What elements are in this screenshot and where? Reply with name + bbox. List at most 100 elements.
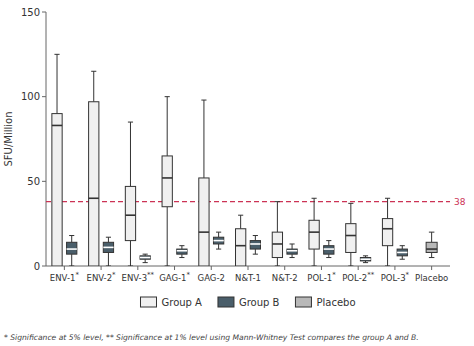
x-tick (101, 266, 102, 270)
upper-cap (385, 198, 390, 199)
median-line (125, 214, 135, 216)
upper-cap (69, 235, 74, 236)
lower-cap (363, 262, 368, 263)
box (177, 249, 187, 254)
median-line (213, 240, 223, 242)
reference-label: 38 (454, 197, 466, 207)
significance-mark: * (406, 271, 410, 279)
y-axis-label: SFU/Million (3, 112, 14, 167)
lower-whisker (108, 252, 109, 266)
upper-cap (54, 54, 59, 55)
significance-mark: ** (147, 271, 155, 279)
legend-label: Placebo (316, 297, 355, 308)
box (52, 114, 62, 266)
box (346, 224, 356, 253)
median-line (272, 243, 282, 245)
upper-cap (128, 122, 133, 123)
legend: Group A Group B Placebo (140, 297, 355, 308)
x-tick-label: POL-2** (342, 271, 374, 283)
upper-whisker (277, 202, 278, 232)
y-axis-line (46, 12, 47, 266)
box (89, 102, 99, 266)
upper-cap (326, 240, 331, 241)
x-tick-label: GAG-2 (198, 273, 225, 283)
upper-whisker (93, 71, 94, 101)
box (272, 232, 282, 257)
legend-swatch (140, 297, 156, 307)
lower-whisker (431, 252, 432, 257)
x-tick (174, 266, 175, 270)
y-tick (42, 181, 46, 182)
y-tick-label: 100 (21, 91, 40, 102)
upper-whisker (57, 54, 58, 113)
legend-swatch (295, 297, 311, 307)
x-tick-label: ENV-1* (50, 271, 80, 283)
lower-cap (385, 266, 390, 267)
upper-whisker (218, 232, 219, 237)
median-line (309, 231, 319, 233)
legend-item: Group A (140, 297, 202, 308)
box (199, 178, 209, 266)
x-tick (321, 266, 322, 270)
median-line (162, 177, 172, 179)
lower-cap (128, 266, 133, 267)
lower-whisker (167, 207, 168, 266)
median-line (103, 247, 113, 249)
category-text: ENV-2 (87, 273, 113, 283)
x-tick (394, 266, 395, 270)
box (213, 237, 223, 244)
median-line (382, 228, 392, 230)
box (140, 256, 150, 259)
lower-whisker (255, 249, 256, 254)
x-tick-label: N&T-2 (272, 273, 298, 283)
lower-cap (106, 266, 111, 267)
upper-cap (165, 96, 170, 97)
lower-cap (400, 259, 405, 260)
upper-cap (91, 71, 96, 72)
lower-whisker (130, 241, 131, 266)
upper-whisker (292, 244, 293, 249)
upper-whisker (431, 232, 432, 242)
significance-mark: * (75, 271, 79, 279)
upper-cap (216, 232, 221, 233)
median-line (250, 243, 260, 245)
lower-whisker (277, 258, 278, 266)
upper-cap (348, 203, 353, 204)
category-text: GAG-2 (198, 273, 225, 283)
lower-cap (275, 266, 280, 267)
lower-whisker (328, 254, 329, 257)
upper-cap (312, 198, 317, 199)
significance-mark: ** (367, 271, 375, 279)
median-line (324, 248, 334, 250)
median-line (346, 235, 356, 237)
category-text: POL-1 (307, 273, 332, 283)
upper-whisker (328, 241, 329, 246)
box (250, 241, 260, 249)
upper-cap (275, 201, 280, 202)
upper-cap (238, 215, 243, 216)
upper-cap (143, 254, 148, 255)
box (382, 219, 392, 246)
upper-whisker (167, 97, 168, 156)
x-tick (284, 266, 285, 270)
median-line (177, 250, 187, 252)
median-line (426, 248, 437, 250)
lower-whisker (387, 246, 388, 266)
plot-marks (46, 54, 450, 266)
x-tick (431, 266, 432, 270)
upper-whisker (71, 236, 72, 243)
box (309, 220, 319, 249)
lower-cap (429, 257, 435, 258)
upper-cap (429, 232, 435, 233)
y-tick (42, 12, 46, 13)
median-line (360, 258, 370, 260)
legend-swatch (218, 297, 234, 307)
upper-whisker (203, 100, 204, 178)
legend-label: Group B (239, 297, 280, 308)
box (103, 242, 113, 252)
category-text: Placebo (415, 273, 448, 283)
significance-mark: * (186, 271, 190, 279)
legend-item: Placebo (295, 297, 355, 308)
category-text: N&T-2 (272, 273, 298, 283)
lower-cap (69, 266, 74, 267)
